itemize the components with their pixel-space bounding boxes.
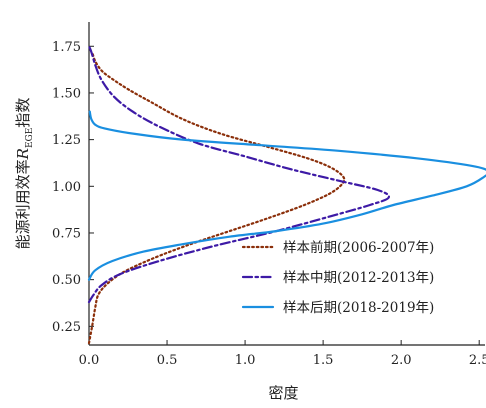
x-axis: 0.0 0.5 1.0 1.5 2.0 2.5 bbox=[79, 340, 486, 368]
y-tick-label: 0.25 bbox=[52, 320, 81, 335]
x-tick-label: 1.5 bbox=[313, 353, 334, 368]
y-axis-title-subscript: EGE bbox=[25, 128, 35, 148]
x-tick-label: 0.5 bbox=[157, 353, 178, 368]
y-axis-title-main: 能源利用效率 bbox=[14, 159, 32, 249]
y-axis-title-suffix: 指数 bbox=[14, 98, 32, 128]
plot-frame bbox=[88, 22, 485, 346]
legend: 样本前期(2006-2007年) 样本中期(2012-2013年) 样本后期(201… bbox=[241, 239, 434, 316]
series-line-2 bbox=[87, 45, 391, 304]
x-tick-label: 1.0 bbox=[235, 353, 256, 368]
series-layer bbox=[87, 45, 486, 345]
y-tick-label: 1.00 bbox=[52, 180, 81, 195]
x-tick-label: 0.0 bbox=[79, 353, 100, 368]
y-tick-label: 1.75 bbox=[52, 40, 81, 55]
y-tick-label: 1.50 bbox=[52, 86, 81, 101]
x-axis-title: 密度 bbox=[268, 384, 298, 402]
series-line-1 bbox=[87, 50, 346, 345]
x-tick-label: 2.5 bbox=[469, 353, 486, 368]
legend-label-1: 样本前期(2006-2007年) bbox=[283, 239, 434, 256]
y-axis-title: 能源利用效率REGE指数 bbox=[14, 98, 35, 250]
x-tick-label: 2.0 bbox=[391, 353, 412, 368]
y-tick-label: 0.75 bbox=[52, 226, 81, 241]
legend-label-2: 样本中期(2012-2013年) bbox=[283, 270, 434, 286]
legend-label-3: 样本后期(2018-2019年) bbox=[283, 300, 434, 316]
y-axis: 0.25 0.50 0.75 1.00 1.25 1.50 1.75 bbox=[52, 40, 94, 335]
y-tick-label: 0.50 bbox=[52, 273, 81, 288]
series-line-3 bbox=[87, 110, 486, 281]
y-axis-title-symbol: R bbox=[14, 148, 32, 160]
y-tick-label: 1.25 bbox=[52, 133, 81, 148]
